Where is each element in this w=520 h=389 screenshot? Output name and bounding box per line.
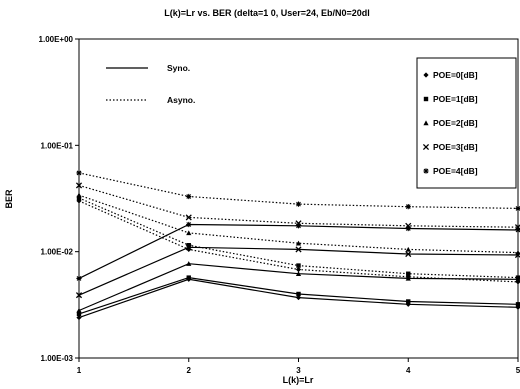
legend-diamond-marker xyxy=(423,72,429,78)
data-point-x xyxy=(295,246,302,253)
data-point-square xyxy=(296,291,301,297)
data-point-triangle xyxy=(295,240,302,246)
data-point-square xyxy=(296,263,301,268)
data-point-star xyxy=(186,193,192,200)
data-point-star xyxy=(515,227,520,233)
data-point-square xyxy=(186,243,191,248)
x-axis-label: L(k)=Lr xyxy=(283,375,314,385)
legend-star-marker xyxy=(423,168,429,174)
style-legend: Syno. Asyno. xyxy=(106,63,195,105)
x-tick-label: 2 xyxy=(187,366,192,375)
data-point-square xyxy=(515,275,520,280)
data-point-diamond xyxy=(515,279,520,285)
data-point-star xyxy=(76,170,82,176)
legend-square-marker xyxy=(423,96,429,102)
data-point-x xyxy=(295,220,302,227)
data-point-triangle xyxy=(76,192,82,198)
data-point-star xyxy=(405,225,411,232)
legend-label: POE=4[dB] xyxy=(433,166,478,176)
data-point-diamond xyxy=(295,266,302,273)
data-point-star xyxy=(76,275,82,282)
x-tick-label: 5 xyxy=(516,366,520,375)
data-point-triangle xyxy=(186,261,192,266)
data-point-square xyxy=(406,271,411,276)
marker-legend: POE=0[dB] POE=1[dB] POE=2[dB] POE=3[dB] POE=… xyxy=(416,57,517,189)
data-point-square xyxy=(76,311,82,317)
data-point-star xyxy=(515,205,520,212)
legend-label: POE=2[dB] xyxy=(433,118,478,128)
data-point-star xyxy=(405,204,411,210)
y-tick-label: 1.00E-03 xyxy=(41,354,74,363)
data-point-triangle xyxy=(295,271,302,276)
data-point-star xyxy=(186,221,192,228)
data-point-triangle xyxy=(515,249,520,255)
y-tick-label: 1.00E+00 xyxy=(39,35,74,44)
legend-x-marker xyxy=(422,143,430,151)
chart-title: L(k)=Lr vs. BER (delta=1 0, User=24, Eb/… xyxy=(164,8,370,18)
series-line-dotted xyxy=(78,172,519,209)
legend-label: POE=1[dB] xyxy=(433,94,478,104)
series-line-dotted xyxy=(78,194,519,254)
data-point-square xyxy=(186,275,191,280)
data-point-star xyxy=(295,223,302,229)
legend-label: POE=3[dB] xyxy=(433,142,478,152)
x-tick-label: 1 xyxy=(77,366,82,375)
data-point-triangle xyxy=(405,246,411,252)
data-point-x xyxy=(405,222,412,229)
data-point-triangle xyxy=(186,230,192,236)
data-point-square xyxy=(515,302,520,307)
data-point-triangle xyxy=(76,307,82,313)
data-point-diamond xyxy=(76,314,82,321)
legend-label: POE=0[dB] xyxy=(433,70,478,80)
y-axis-label: BER xyxy=(4,189,14,209)
style-legend-solid-label: Syno. xyxy=(167,63,190,73)
data-point-x xyxy=(405,250,412,258)
x-tick-label: 3 xyxy=(296,366,301,375)
data-point-star xyxy=(295,201,302,207)
data-point-square xyxy=(406,299,411,304)
data-point-diamond xyxy=(295,294,302,301)
style-legend-dotted-label: Asyno. xyxy=(167,95,195,105)
y-tick-label: 1.00E-02 xyxy=(41,248,74,257)
data-point-x xyxy=(75,182,83,189)
marker-legend-box xyxy=(416,57,517,189)
data-point-x xyxy=(185,214,192,221)
y-tick-label: 1.00E-01 xyxy=(41,141,74,150)
data-point-x xyxy=(75,292,83,299)
legend-triangle-marker xyxy=(423,120,429,126)
data-point-square xyxy=(76,195,82,201)
x-tick-label: 4 xyxy=(406,366,411,375)
data-point-diamond xyxy=(186,246,192,253)
